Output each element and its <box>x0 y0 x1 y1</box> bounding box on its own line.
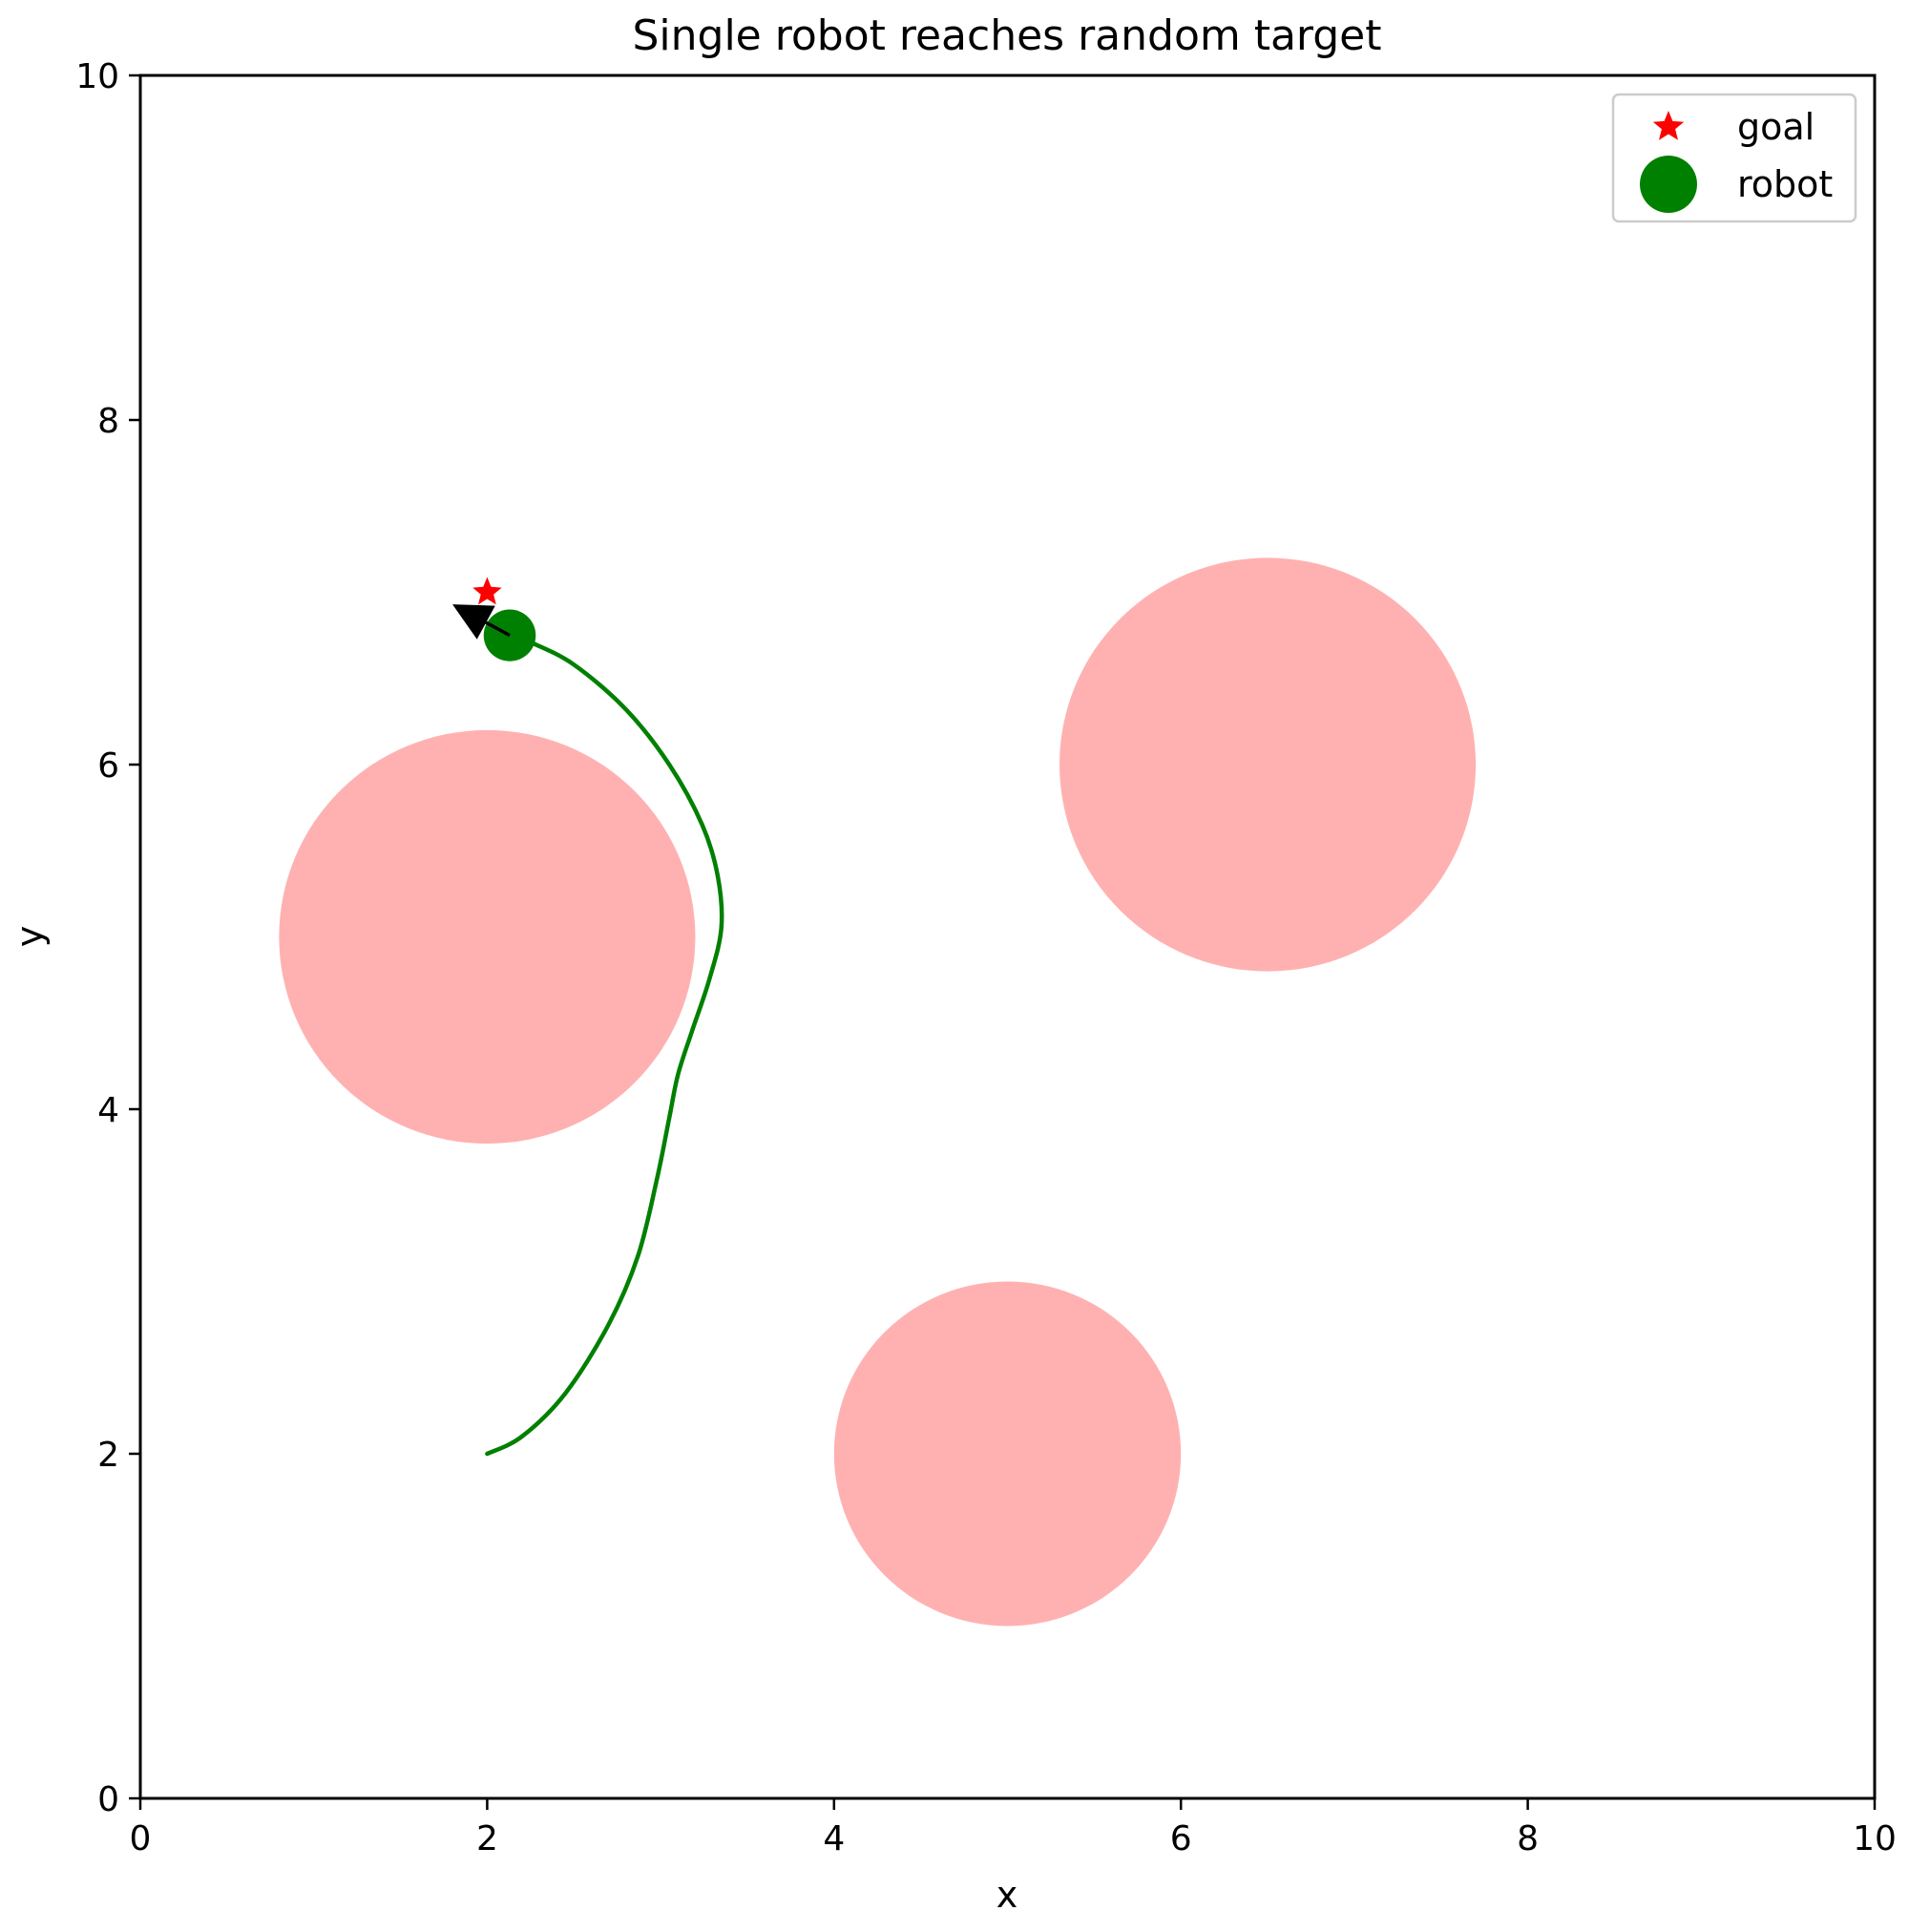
chart-title: Single robot reaches random target <box>632 11 1381 60</box>
x-tick-label: 4 <box>823 1819 845 1858</box>
obstacle-2 <box>1059 557 1477 972</box>
x-tick-label: 10 <box>1853 1819 1897 1858</box>
markers-layer <box>452 577 536 662</box>
heading-arrow-shaft <box>485 620 511 638</box>
x-tick-label: 6 <box>1170 1819 1192 1858</box>
legend-label-robot: robot <box>1737 163 1833 205</box>
obstacles-layer <box>279 557 1477 1627</box>
goal-star-marker <box>472 577 502 605</box>
y-tick-label: 2 <box>97 1436 119 1475</box>
plot-frame <box>138 74 1877 1800</box>
y-tick-label: 8 <box>97 402 119 441</box>
x-axis-label: x <box>996 1874 1018 1916</box>
x-tick-label: 8 <box>1517 1819 1539 1858</box>
heading-arrow-head <box>452 604 495 640</box>
legend-goal-star-icon <box>1652 111 1685 140</box>
obstacle-3 <box>833 1281 1182 1627</box>
legend: goal robot <box>1611 93 1857 223</box>
trajectory-line <box>485 633 724 1457</box>
y-axis-label: y <box>9 926 51 948</box>
y-tick-label: 6 <box>97 746 119 786</box>
obstacle-1 <box>279 729 696 1144</box>
legend-robot-circle-icon <box>1640 156 1697 213</box>
y-tick-label: 0 <box>97 1780 119 1819</box>
legend-label-goal: goal <box>1737 106 1815 148</box>
y-tick-label: 10 <box>75 57 119 96</box>
x-tick-label: 2 <box>476 1819 498 1858</box>
ticks-layer: 0 2 4 6 8 10 0 2 4 6 8 10 <box>75 57 1897 1858</box>
trajectory-layer <box>485 633 724 1457</box>
y-tick-label: 4 <box>97 1091 119 1130</box>
x-tick-label: 0 <box>130 1819 152 1858</box>
